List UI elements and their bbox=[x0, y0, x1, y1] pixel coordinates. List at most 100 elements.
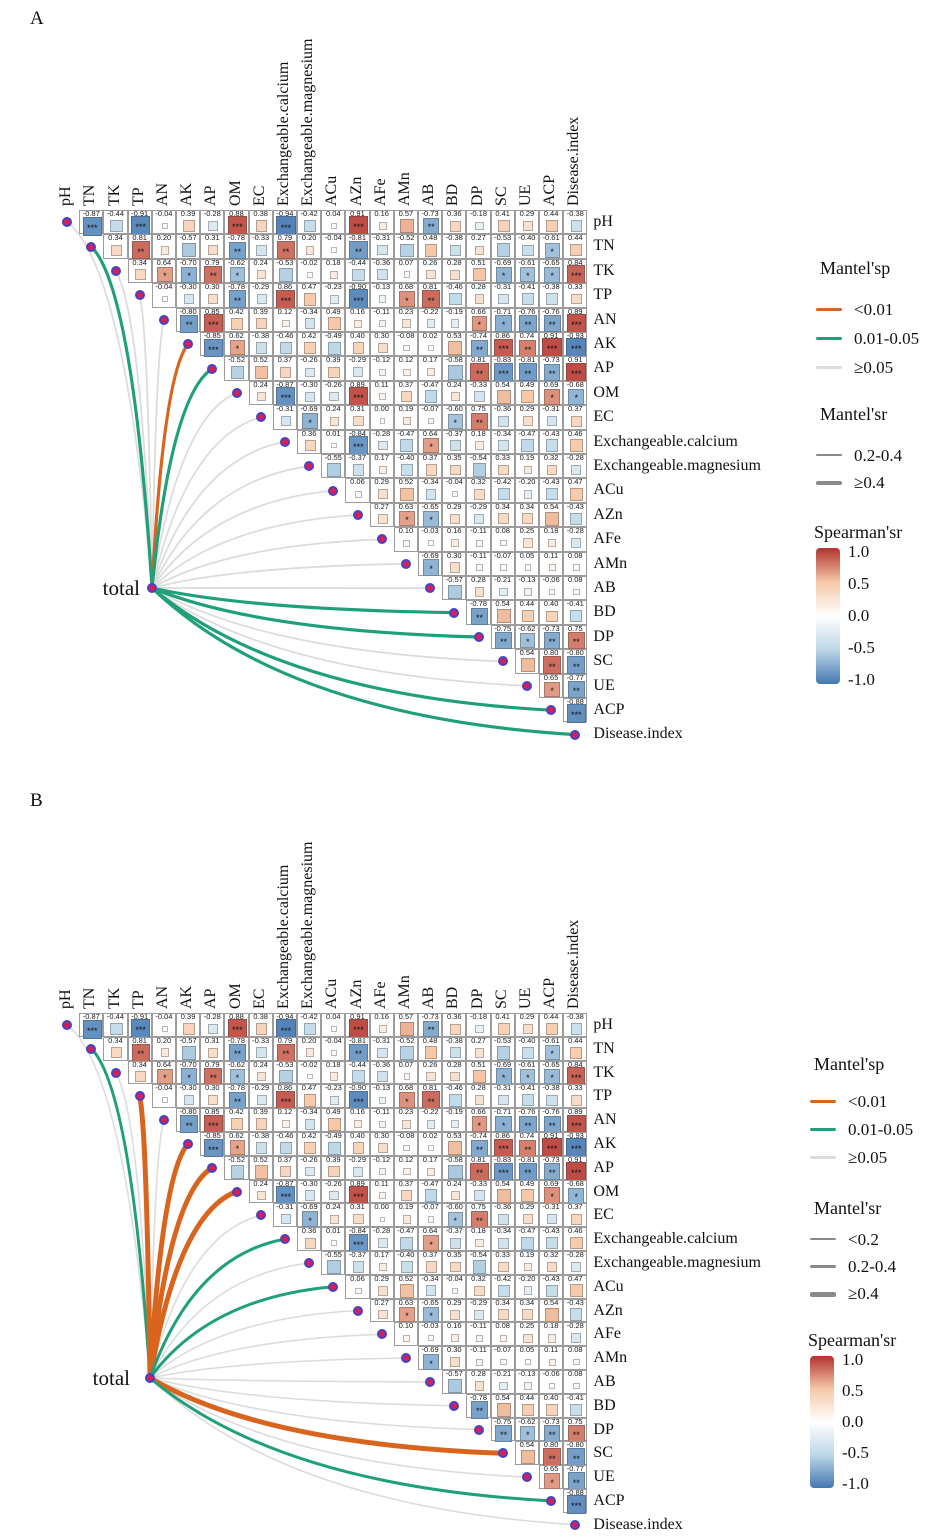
cell-square: * bbox=[495, 315, 512, 332]
cell-value: -0.46 bbox=[276, 331, 294, 340]
matrix-cell: 0.74 ** bbox=[514, 331, 539, 357]
matrix-cell: -0.38 bbox=[442, 233, 467, 259]
significance-stars: ** bbox=[548, 1120, 556, 1131]
cell-value: -0.28 bbox=[203, 1012, 221, 1021]
node-dot-Disease.index bbox=[570, 1519, 581, 1530]
matrix-cell: 0.48 bbox=[418, 1036, 443, 1061]
legend-mantel-p-label: ≥0.05 bbox=[854, 358, 894, 377]
cell-square bbox=[496, 609, 511, 624]
significance-stars: *** bbox=[570, 344, 582, 355]
cell-square: ** bbox=[228, 241, 247, 260]
cell-square bbox=[255, 1142, 268, 1154]
matrix-cell: -0.36 bbox=[490, 1202, 515, 1228]
matrix-cell: -0.80 ** bbox=[176, 307, 201, 333]
cell-value: -0.58 bbox=[445, 355, 463, 365]
node-dot-pH bbox=[62, 1019, 73, 1030]
cell-square: *** bbox=[494, 1138, 514, 1158]
legend-mantel-p-title: Mantel'sp bbox=[814, 1054, 885, 1074]
cell-value: -0.22 bbox=[421, 1107, 439, 1117]
cell-square bbox=[427, 368, 436, 377]
cell-value: -0.11 bbox=[470, 526, 487, 536]
mantel-curve-A-TN bbox=[89, 245, 154, 590]
row-label-Disease.index: Disease.index bbox=[593, 1515, 683, 1533]
column-header-OM: OM bbox=[226, 983, 244, 1009]
cell-value: -0.73 bbox=[421, 209, 439, 218]
matrix-cell: 0.12 bbox=[393, 355, 418, 381]
cell-square bbox=[208, 245, 219, 256]
significance-stars: *** bbox=[571, 320, 582, 331]
cell-square bbox=[498, 1309, 510, 1320]
matrix-cell: -0.78 ** bbox=[466, 1393, 491, 1419]
matrix-cell: -0.61 * bbox=[514, 258, 539, 284]
mantel-curve-A-Disease.index bbox=[150, 586, 577, 737]
cell-square: * bbox=[447, 1211, 463, 1227]
mantel-curve-A-UE bbox=[151, 587, 528, 687]
cell-square bbox=[330, 1072, 339, 1081]
mantel-curve-A-ACu bbox=[151, 489, 335, 589]
matrix-cell: -0.57 bbox=[176, 1036, 201, 1061]
cell-value: 0.18 bbox=[471, 428, 486, 438]
cell-value: -0.65 bbox=[542, 1059, 560, 1069]
cell-value: 0.18 bbox=[543, 1321, 559, 1331]
cell-value: 0.69 bbox=[543, 1178, 559, 1188]
cell-value: -0.49 bbox=[324, 1131, 342, 1140]
cell-value: -0.07 bbox=[421, 404, 439, 414]
cell-square bbox=[355, 491, 362, 498]
cell-value: 0.37 bbox=[277, 1154, 293, 1164]
cell-value: -0.43 bbox=[542, 477, 560, 487]
matrix-cell: 0.52 bbox=[393, 1274, 418, 1299]
significance-stars: ** bbox=[548, 637, 556, 648]
cell-square bbox=[331, 1025, 338, 1032]
matrix-cell: -0.52 bbox=[224, 1155, 249, 1180]
node-dot-AMn bbox=[400, 558, 411, 569]
cell-value: 0.31 bbox=[204, 233, 220, 243]
cell-value: -0.52 bbox=[227, 355, 246, 365]
node-dot-OM bbox=[231, 388, 242, 398]
cell-square: ** bbox=[422, 290, 441, 309]
matrix-cell: -0.81 ** bbox=[514, 1155, 539, 1181]
cell-value: 0.07 bbox=[398, 257, 414, 267]
cell-value: -0.33 bbox=[252, 1035, 270, 1045]
cell-value: 0.24 bbox=[325, 404, 341, 414]
significance-stars: ** bbox=[524, 320, 532, 331]
node-dot-EC bbox=[255, 412, 266, 423]
cell-value: 0.40 bbox=[543, 599, 559, 609]
column-header-ACP: ACP bbox=[541, 977, 559, 1009]
cell-value: -0.94 bbox=[276, 209, 294, 218]
cell-value: 0.29 bbox=[374, 477, 389, 487]
cell-square: * bbox=[398, 291, 415, 308]
cell-value: -0.47 bbox=[518, 1226, 536, 1236]
matrix-cell: 0.30 bbox=[200, 1083, 225, 1109]
matrix-cell: 0.24 bbox=[321, 404, 346, 430]
matrix-cell: -0.21 bbox=[490, 1369, 515, 1394]
mantel-curve-A-Exchangeable.magnesium bbox=[151, 465, 310, 589]
matrix-cell: 0.32 bbox=[539, 1250, 564, 1275]
cell-square bbox=[523, 1262, 533, 1272]
cell-square: ** bbox=[204, 1067, 223, 1086]
mantel-curve-A-pH bbox=[66, 221, 153, 589]
cell-square bbox=[475, 539, 484, 547]
matrix-cell: -0.71 * bbox=[490, 1107, 515, 1133]
cell-square: ** bbox=[567, 680, 585, 699]
significance-stars: ** bbox=[427, 295, 435, 306]
legend-mantel-r-label: ≥0.4 bbox=[854, 473, 885, 492]
matrix-cell: -0.34 bbox=[297, 1107, 322, 1132]
node-dot-SC bbox=[497, 656, 508, 667]
node-dot-AN bbox=[158, 1115, 169, 1126]
cell-value: -0.28 bbox=[373, 428, 391, 438]
significance-stars: ** bbox=[548, 661, 556, 672]
cell-value: -0.70 bbox=[179, 257, 197, 267]
cell-square: * bbox=[229, 340, 245, 356]
cell-value: 0.84 bbox=[567, 1059, 583, 1069]
cell-value: -0.31 bbox=[276, 1202, 294, 1212]
matrix-cell: 0.75 ** bbox=[466, 1202, 491, 1228]
cell-square bbox=[331, 222, 338, 229]
cell-value: -0.38 bbox=[566, 1012, 584, 1021]
cell-square bbox=[572, 564, 580, 571]
matrix-cell: -0.58 bbox=[442, 1155, 467, 1180]
significance-stars: * bbox=[574, 393, 579, 404]
cell-square: *** bbox=[349, 436, 368, 455]
cell-square bbox=[279, 1141, 293, 1155]
matrix-cell: 0.91 *** bbox=[563, 355, 588, 383]
